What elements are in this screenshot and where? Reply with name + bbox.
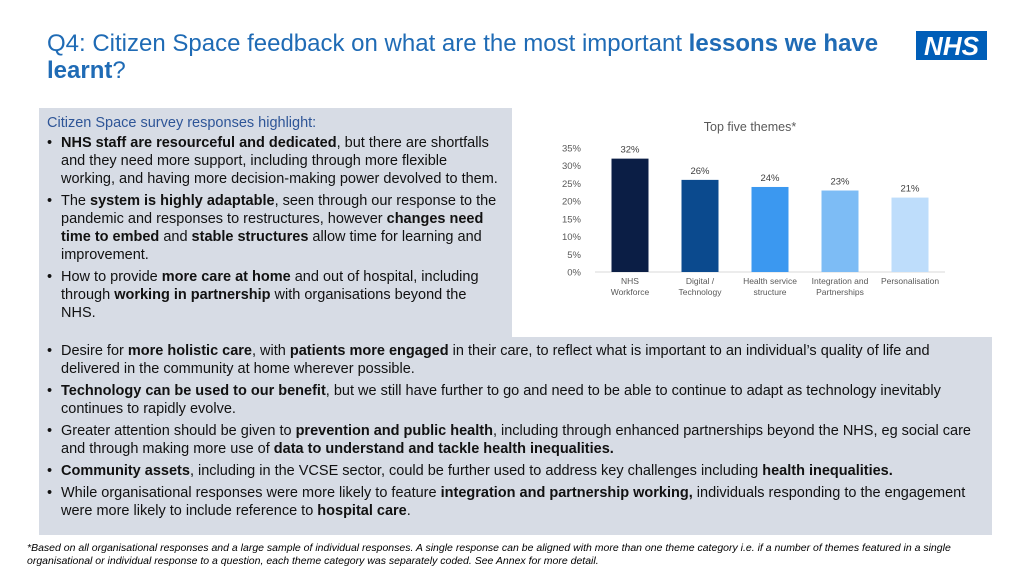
bullet-list-bottom: Desire for more holistic care, with pati… — [47, 342, 982, 524]
bar — [681, 179, 719, 272]
x-tick-label: structure — [753, 287, 786, 297]
bullet-item: While organisational responses were more… — [47, 484, 982, 520]
y-tick-label: 30% — [562, 161, 582, 172]
nhs-logo-text: NHS — [924, 31, 980, 60]
bullet-text: , but there are shortfalls and they need… — [61, 135, 498, 187]
bullet-bold-text: Community assets — [61, 463, 190, 479]
data-label: 24% — [760, 173, 780, 184]
bullet-text: , including through enhanced partnership… — [61, 423, 971, 457]
x-tick-label: NHS — [621, 276, 639, 286]
bullet-item: Greater attention should be given to pre… — [47, 422, 982, 458]
data-label: 26% — [690, 166, 710, 177]
bullet-text: individuals responding to the engagement… — [61, 485, 966, 519]
x-tick-label: Digital / — [686, 276, 715, 286]
x-tick-label: Workforce — [611, 287, 650, 297]
bullet-item: Technology can be used to our benefit, b… — [47, 382, 982, 418]
bullet-text: , including in the VCSE sector, could be… — [189, 463, 763, 479]
bullet-bold-text: working in partnership — [114, 287, 271, 303]
title-part2: ? — [112, 57, 126, 84]
title-part1: Q4: Citizen Space feedback on what are t… — [47, 30, 689, 57]
y-tick-label: 35% — [562, 144, 582, 155]
bullet-item: The system is highly adaptable, seen thr… — [47, 192, 502, 264]
data-label: 32% — [620, 145, 640, 156]
y-tick-label: 10% — [562, 232, 582, 243]
bullet-bold-text: integration and partnership working, — [440, 485, 693, 501]
bullet-text: While organisational responses were more… — [61, 485, 441, 501]
x-tick-label: Health service — [743, 276, 797, 286]
bar — [751, 186, 789, 272]
data-label: 21% — [900, 184, 920, 195]
bullet-text: in their care, to reflect what is import… — [61, 343, 930, 377]
bullet-bold-text: more holistic care — [127, 343, 252, 359]
bullet-text: and — [159, 229, 192, 245]
bullet-item: Community assets, including in the VCSE … — [47, 462, 982, 480]
bar — [821, 190, 859, 272]
bullet-text: allow time for learning and improvement. — [61, 229, 482, 263]
y-tick-label: 0% — [567, 268, 581, 279]
y-tick-label: 5% — [567, 250, 581, 261]
bullet-item: Desire for more holistic care, with pati… — [47, 342, 982, 378]
bullet-text: Greater attention should be given to — [61, 423, 296, 439]
bullet-bold-text: Technology can be used to our benefit — [61, 383, 326, 399]
nhs-logo: NHS — [916, 31, 987, 60]
page-title: Q4: Citizen Space feedback on what are t… — [47, 30, 907, 84]
x-tick-label: Personalisation — [881, 276, 939, 286]
bullet-bold-text: data to understand and tackle health ine… — [273, 441, 614, 457]
y-tick-label: 15% — [562, 214, 582, 225]
title-bold: lessons we have learnt — [47, 30, 879, 84]
bar — [891, 197, 929, 272]
themes-bar-chart: Top five themes* 0% 5% 10% 15% 20% 25% 30% 35% 32… — [562, 120, 945, 297]
intro-text: Citizen Space survey responses highlight… — [47, 115, 317, 131]
y-tick-label: 25% — [562, 179, 582, 190]
bullet-bold-text: more care at home — [161, 269, 291, 285]
bullet-text: How to provide — [61, 269, 162, 285]
bullet-text: , with — [252, 343, 290, 359]
x-tick-label: Integration and — [812, 276, 869, 286]
x-tick-label: Partnerships — [816, 287, 864, 297]
bullet-text: The — [61, 193, 91, 209]
bullet-text: Desire for — [61, 343, 128, 359]
bullet-text: . — [406, 503, 411, 519]
data-label: 23% — [830, 177, 850, 188]
bullet-item: NHS staff are resourceful and dedicated,… — [47, 134, 502, 188]
bullet-bold-text: stable structures — [191, 229, 309, 245]
x-tick-label: Technology — [678, 287, 722, 297]
bullet-bold-text: prevention and public health — [295, 423, 493, 439]
bullet-bold-text: hospital care — [317, 503, 407, 519]
footnote: *Based on all organisational responses a… — [27, 542, 951, 567]
bar — [611, 158, 649, 272]
bullet-text: and out of hospital, including through — [61, 269, 479, 303]
bullet-bold-text: changes need time to embed — [61, 211, 484, 245]
bullet-list-top: NHS staff are resourceful and dedicated,… — [47, 134, 502, 326]
chart-title: Top five themes* — [704, 120, 797, 134]
bullet-bold-text: patients more engaged — [289, 343, 449, 359]
bullet-text: , but we still have further to go and ne… — [61, 383, 941, 417]
bullet-text: , seen through our response to the pande… — [61, 193, 497, 227]
bullet-item: How to provide more care at home and out… — [47, 268, 502, 322]
bullet-bold-text: NHS staff are resourceful and dedicated — [61, 135, 337, 151]
bullet-bold-text: system is highly adaptable — [90, 193, 275, 209]
bullet-bold-text: health inequalities. — [762, 463, 893, 479]
y-tick-label: 20% — [562, 197, 582, 208]
bullet-text: with organisations beyond the NHS. — [61, 287, 467, 321]
